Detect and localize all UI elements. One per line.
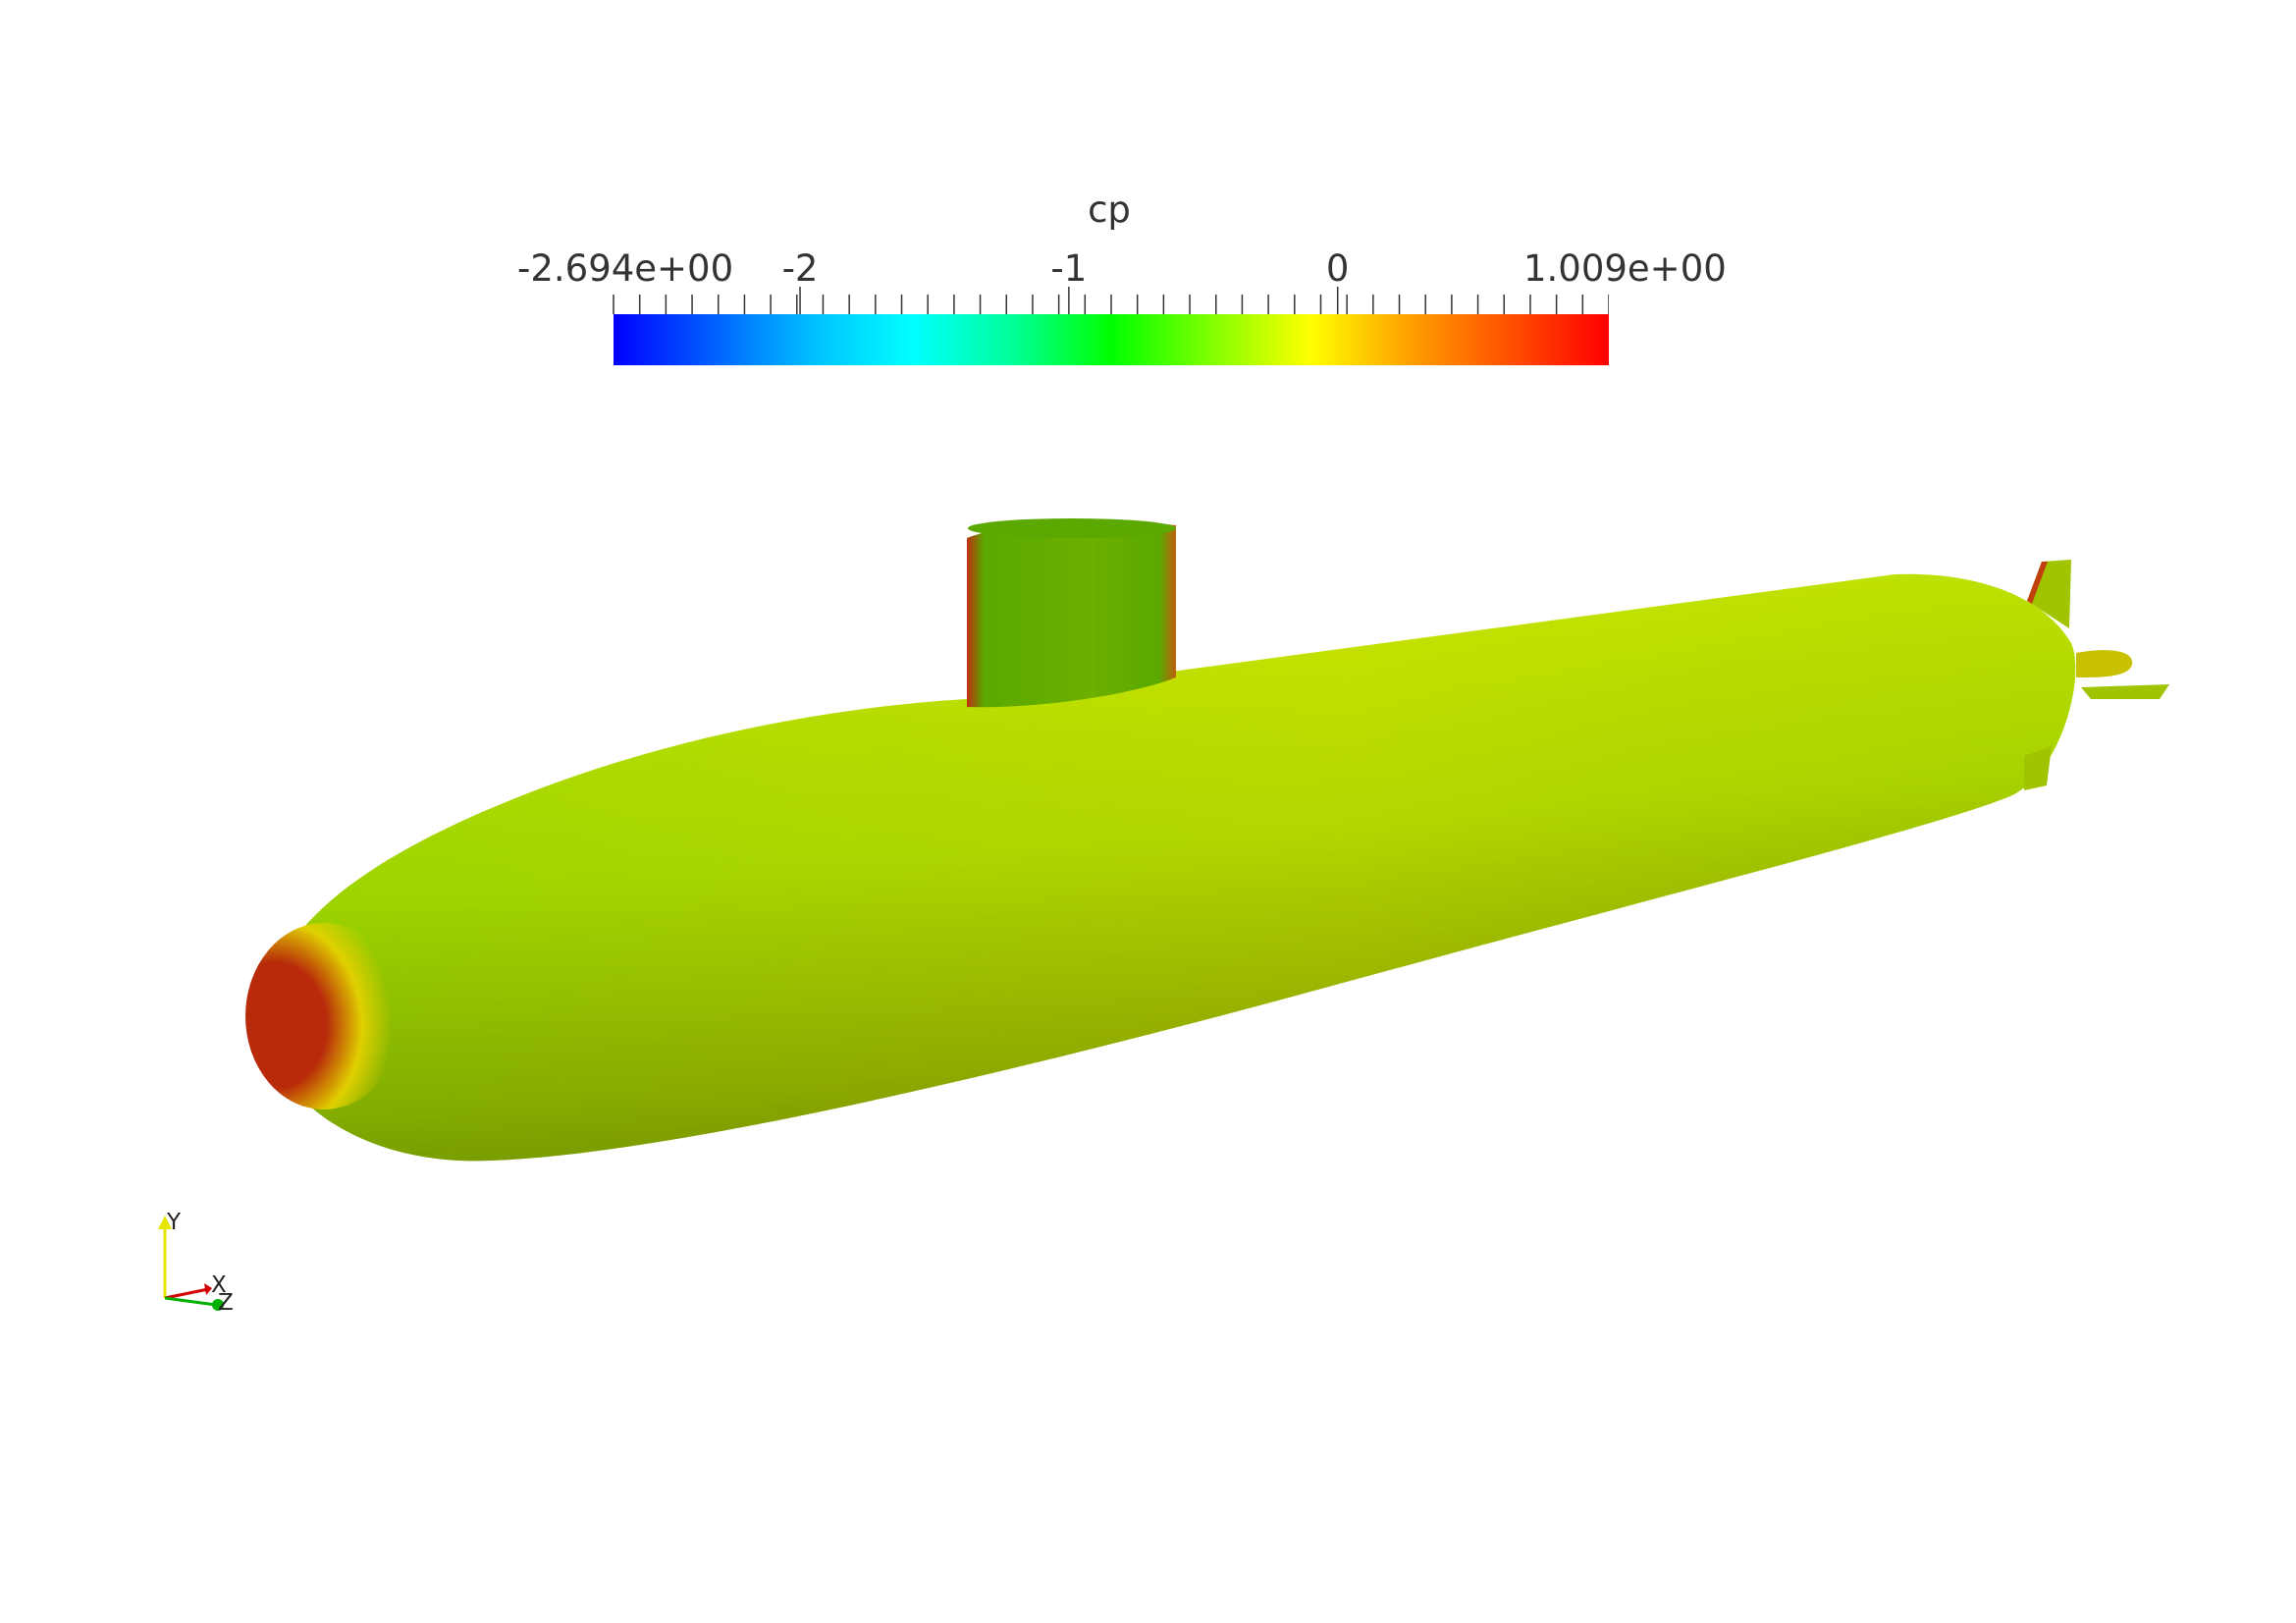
orientation-axes bbox=[158, 1216, 224, 1311]
y-axis-arrow bbox=[158, 1216, 172, 1229]
x-axis-arrow bbox=[204, 1283, 212, 1295]
stern-lower-fin bbox=[2024, 746, 2052, 790]
sail bbox=[967, 521, 1176, 708]
z-axis-arrow bbox=[212, 1299, 224, 1311]
colorbar-tick-label: 0 bbox=[1325, 247, 1350, 290]
y-axis-label: Y bbox=[167, 1210, 182, 1235]
colorbar-min-label: -2.694e+00 bbox=[517, 247, 734, 290]
x-axis-line bbox=[164, 1287, 209, 1300]
z-axis-line bbox=[164, 1296, 217, 1307]
colorbar-max-label: 1.009e+00 bbox=[1523, 247, 1727, 290]
sail-top bbox=[968, 518, 1176, 538]
colorbar-tick-label: -1 bbox=[1050, 247, 1088, 290]
colorbar-gradient bbox=[614, 314, 1609, 365]
colorbar-title: cp bbox=[1088, 189, 1131, 231]
hull-sheen bbox=[265, 573, 2076, 1162]
colorbar-tick-label: -2 bbox=[781, 247, 819, 290]
stern-horizontal-fin bbox=[2081, 684, 2169, 699]
bow-stagnation-region bbox=[245, 923, 402, 1109]
x-axis-label: X bbox=[211, 1272, 227, 1298]
colorbar-ticks bbox=[613, 287, 1609, 334]
propeller-hub bbox=[2076, 650, 2133, 677]
stern-fin-edge bbox=[2027, 562, 2048, 604]
z-axis-label: Z bbox=[218, 1290, 234, 1316]
